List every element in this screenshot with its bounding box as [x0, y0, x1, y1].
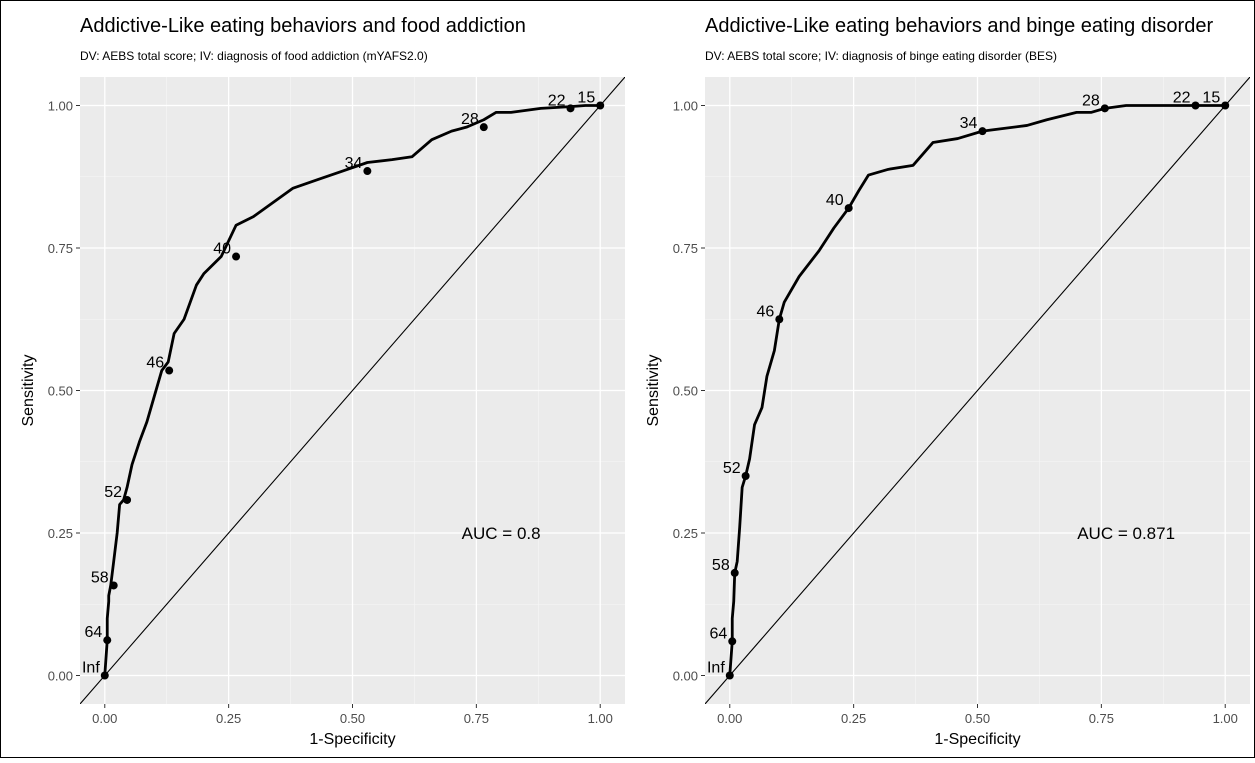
y-tick-label: 0.75 [673, 241, 698, 256]
x-tick-label: 0.75 [464, 711, 489, 726]
y-tick-label: 1.00 [48, 99, 73, 114]
y-tick-label: 0.50 [48, 384, 73, 399]
auc-annotation: AUC = 0.8 [462, 524, 541, 543]
chart-subtitle: DV: AEBS total score; IV: diagnosis of f… [80, 49, 428, 63]
threshold-point [596, 101, 605, 110]
threshold-label: 28 [1082, 92, 1100, 109]
plot-area [705, 77, 1250, 704]
roc-curve-line [728, 104, 1227, 677]
roc-panel-2: Addictive-Like eating behaviors and bing… [645, 15, 1250, 748]
threshold-label: 34 [960, 115, 978, 132]
x-tick-label: 0.00 [717, 711, 742, 726]
x-tick-label: 0.00 [92, 711, 117, 726]
threshold-label: 15 [577, 90, 595, 107]
chart-subtitle: DV: AEBS total score; IV: diagnosis of b… [705, 49, 1057, 63]
threshold-label: 22 [548, 92, 566, 109]
x-tick-label: 0.50 [965, 711, 990, 726]
threshold-point [363, 167, 372, 176]
threshold-label: 46 [757, 303, 775, 320]
threshold-point [123, 495, 132, 504]
x-tick-label: 0.50 [340, 711, 365, 726]
chart-title: Addictive-Like eating behaviors and food… [80, 15, 526, 37]
plot-area [80, 77, 625, 704]
y-tick-label: 0.00 [673, 669, 698, 684]
threshold-label: 34 [345, 155, 363, 172]
threshold-label: 58 [91, 569, 109, 586]
y-tick-label: 0.00 [48, 669, 73, 684]
x-tick-label: 0.75 [1089, 711, 1114, 726]
threshold-label: 52 [723, 460, 741, 477]
roc-curve-line [103, 104, 602, 677]
x-tick-label: 0.25 [216, 711, 241, 726]
auc-annotation: AUC = 0.871 [1077, 524, 1175, 543]
diagonal-reference-line [80, 77, 625, 704]
threshold-label: 28 [461, 111, 479, 128]
threshold-label: Inf [707, 660, 725, 677]
threshold-point [1221, 101, 1230, 110]
threshold-point [978, 127, 987, 136]
roc-panel-1: Addictive-Like eating behaviors and food… [20, 15, 625, 748]
threshold-point [1191, 101, 1200, 110]
threshold-point [730, 568, 739, 577]
threshold-point [741, 472, 750, 480]
y-axis-label: Sensitivity [645, 354, 662, 426]
threshold-point [844, 204, 853, 213]
threshold-label: 40 [213, 241, 231, 258]
threshold-point [1100, 104, 1109, 113]
threshold-point [775, 315, 784, 324]
y-tick-label: 0.75 [48, 241, 73, 256]
y-axis-label: Sensitivity [20, 354, 37, 426]
threshold-label: 52 [104, 484, 122, 501]
threshold-label: Inf [82, 660, 100, 677]
threshold-label: 64 [709, 625, 727, 642]
x-axis-label: 1-Specificity [934, 731, 1020, 748]
threshold-label: 40 [826, 192, 844, 209]
x-tick-label: 1.00 [588, 711, 613, 726]
threshold-point [725, 671, 734, 680]
threshold-label: 64 [84, 624, 102, 641]
threshold-point [566, 104, 575, 113]
x-axis-label: 1-Specificity [309, 731, 395, 748]
x-tick-label: 0.25 [841, 711, 866, 726]
threshold-point [165, 366, 174, 375]
threshold-point [109, 581, 118, 590]
threshold-point [103, 636, 112, 645]
threshold-label: 15 [1202, 90, 1220, 107]
threshold-point [479, 123, 488, 132]
threshold-label: 46 [146, 355, 164, 372]
y-tick-label: 0.50 [673, 384, 698, 399]
threshold-point [728, 637, 737, 646]
y-tick-label: 0.25 [48, 526, 73, 541]
threshold-label: 58 [712, 557, 730, 574]
threshold-point [232, 252, 241, 261]
diagonal-reference-line [705, 77, 1250, 704]
threshold-point [100, 671, 109, 680]
y-tick-label: 0.25 [673, 526, 698, 541]
threshold-label: 22 [1173, 90, 1191, 107]
x-tick-label: 1.00 [1213, 711, 1238, 726]
y-tick-label: 1.00 [673, 99, 698, 114]
chart-title: Addictive-Like eating behaviors and bing… [705, 15, 1213, 37]
